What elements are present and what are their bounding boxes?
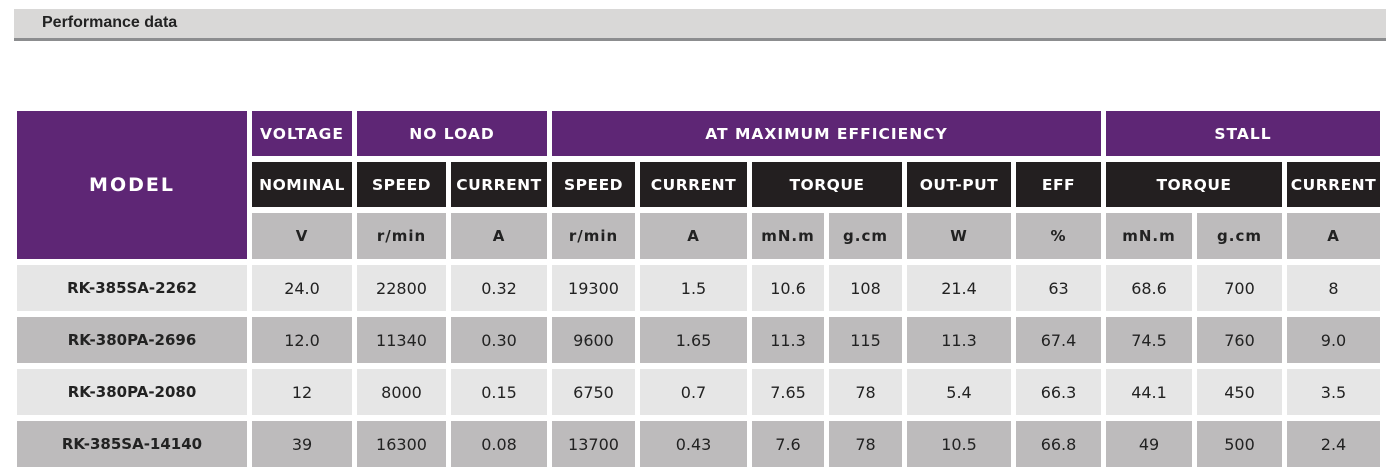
model-cell: RK-380PA-2696 [17, 317, 247, 363]
value-cell: 7.6 [752, 421, 824, 467]
value-cell: 21.4 [907, 265, 1011, 311]
value-cell: 0.7 [640, 369, 747, 415]
value-cell: 13700 [552, 421, 635, 467]
unit-cell: V [252, 213, 352, 259]
value-cell: 22800 [357, 265, 446, 311]
section-title: Performance data [42, 14, 178, 31]
value-cell: 12.0 [252, 317, 352, 363]
header-model: MODEL [17, 111, 247, 259]
unit-cell: g.cm [1197, 213, 1282, 259]
value-cell: 74.5 [1106, 317, 1192, 363]
value-cell: 760 [1197, 317, 1282, 363]
value-cell: 9600 [552, 317, 635, 363]
sub-current: CURRENT [640, 162, 747, 207]
value-cell: 39 [252, 421, 352, 467]
value-cell: 5.4 [907, 369, 1011, 415]
unit-cell: % [1016, 213, 1101, 259]
value-cell: 67.4 [1016, 317, 1101, 363]
unit-cell: mN.m [1106, 213, 1192, 259]
value-cell: 66.3 [1016, 369, 1101, 415]
value-cell: 0.30 [451, 317, 547, 363]
value-cell: 0.08 [451, 421, 547, 467]
sub-eff: EFF [1016, 162, 1101, 207]
value-cell: 9.0 [1287, 317, 1380, 363]
sub-torque: TORQUE [1106, 162, 1282, 207]
value-cell: 10.5 [907, 421, 1011, 467]
value-cell: 68.6 [1106, 265, 1192, 311]
model-cell: RK-385SA-2262 [17, 265, 247, 311]
value-cell: 78 [829, 369, 902, 415]
header-no-load: NO LOAD [357, 111, 547, 156]
value-cell: 16300 [357, 421, 446, 467]
value-cell: 49 [1106, 421, 1192, 467]
unit-cell: r/min [552, 213, 635, 259]
value-cell: 1.65 [640, 317, 747, 363]
value-cell: 3.5 [1287, 369, 1380, 415]
value-cell: 24.0 [252, 265, 352, 311]
unit-cell: A [451, 213, 547, 259]
model-cell: RK-385SA-14140 [17, 421, 247, 467]
unit-cell: A [640, 213, 747, 259]
value-cell: 10.6 [752, 265, 824, 311]
sub-nominal: NOMINAL [252, 162, 352, 207]
header-stall: STALL [1106, 111, 1380, 156]
value-cell: 7.65 [752, 369, 824, 415]
value-cell: 500 [1197, 421, 1282, 467]
value-cell: 8 [1287, 265, 1380, 311]
sub-current: CURRENT [451, 162, 547, 207]
value-cell: 0.43 [640, 421, 747, 467]
value-cell: 115 [829, 317, 902, 363]
unit-cell: W [907, 213, 1011, 259]
sub-speed: SPEED [552, 162, 635, 207]
value-cell: 700 [1197, 265, 1282, 311]
unit-cell: r/min [357, 213, 446, 259]
value-cell: 78 [829, 421, 902, 467]
value-cell: 63 [1016, 265, 1101, 311]
value-cell: 6750 [552, 369, 635, 415]
unit-cell: mN.m [752, 213, 824, 259]
header-voltage: VOLTAGE [252, 111, 352, 156]
section-title-bar: Performance data [14, 9, 1386, 41]
value-cell: 11340 [357, 317, 446, 363]
value-cell: 11.3 [752, 317, 824, 363]
model-cell: RK-380PA-2080 [17, 369, 247, 415]
value-cell: 66.8 [1016, 421, 1101, 467]
value-cell: 0.32 [451, 265, 547, 311]
unit-cell: g.cm [829, 213, 902, 259]
sub-output: OUT-PUT [907, 162, 1011, 207]
header-max-efficiency: AT MAXIMUM EFFICIENCY [552, 111, 1101, 156]
value-cell: 0.15 [451, 369, 547, 415]
sub-speed: SPEED [357, 162, 446, 207]
value-cell: 19300 [552, 265, 635, 311]
value-cell: 12 [252, 369, 352, 415]
value-cell: 44.1 [1106, 369, 1192, 415]
value-cell: 11.3 [907, 317, 1011, 363]
sub-torque: TORQUE [752, 162, 902, 207]
sub-current: CURRENT [1287, 162, 1380, 207]
value-cell: 1.5 [640, 265, 747, 311]
value-cell: 108 [829, 265, 902, 311]
unit-cell: A [1287, 213, 1380, 259]
value-cell: 8000 [357, 369, 446, 415]
value-cell: 2.4 [1287, 421, 1380, 467]
value-cell: 450 [1197, 369, 1282, 415]
performance-table: MODEL VOLTAGE NO LOAD AT MAXIMUM EFFICIE… [17, 111, 1380, 467]
